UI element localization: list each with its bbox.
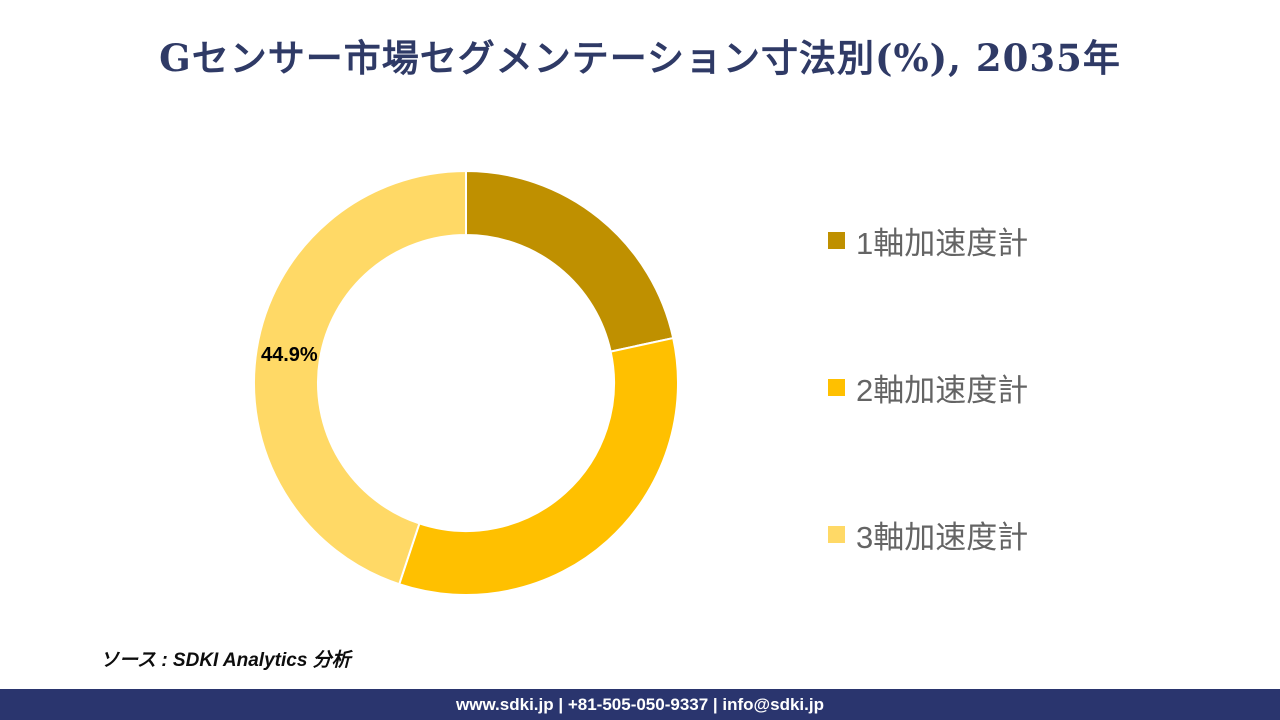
legend-swatch-2-icon <box>828 378 845 396</box>
legend-item-3-axis: 3軸加速度計 <box>828 516 1028 555</box>
legend-label: 2軸加速度計 <box>856 372 1029 408</box>
chart-title: Gセンサー市場セグメンテーション寸法別(%), 2035年 <box>159 36 1121 80</box>
donut-segment-3 <box>253 170 467 586</box>
donut-data-label: 44.9% <box>261 344 318 366</box>
legend-label: 1軸加速度計 <box>856 225 1029 261</box>
legend-swatch-3-icon <box>828 525 845 543</box>
footer-contact-text: www.sdki.jp | +81-505-050-9337 | info@sd… <box>456 694 824 714</box>
legend-item-2-axis: 2軸加速度計 <box>828 369 1028 408</box>
legend-label: 3軸加速度計 <box>856 519 1029 555</box>
legend-swatch-1-icon <box>828 231 845 249</box>
footer-bar: www.sdki.jp | +81-505-050-9337 | info@sd… <box>0 689 1280 720</box>
source-note: ソース : SDKI Analytics 分析 <box>100 650 351 671</box>
donut-segment-2 <box>398 337 679 596</box>
legend-item-1-axis: 1軸加速度計 <box>828 222 1028 261</box>
donut-chart <box>253 170 679 596</box>
donut-segment-1 <box>465 170 675 353</box>
